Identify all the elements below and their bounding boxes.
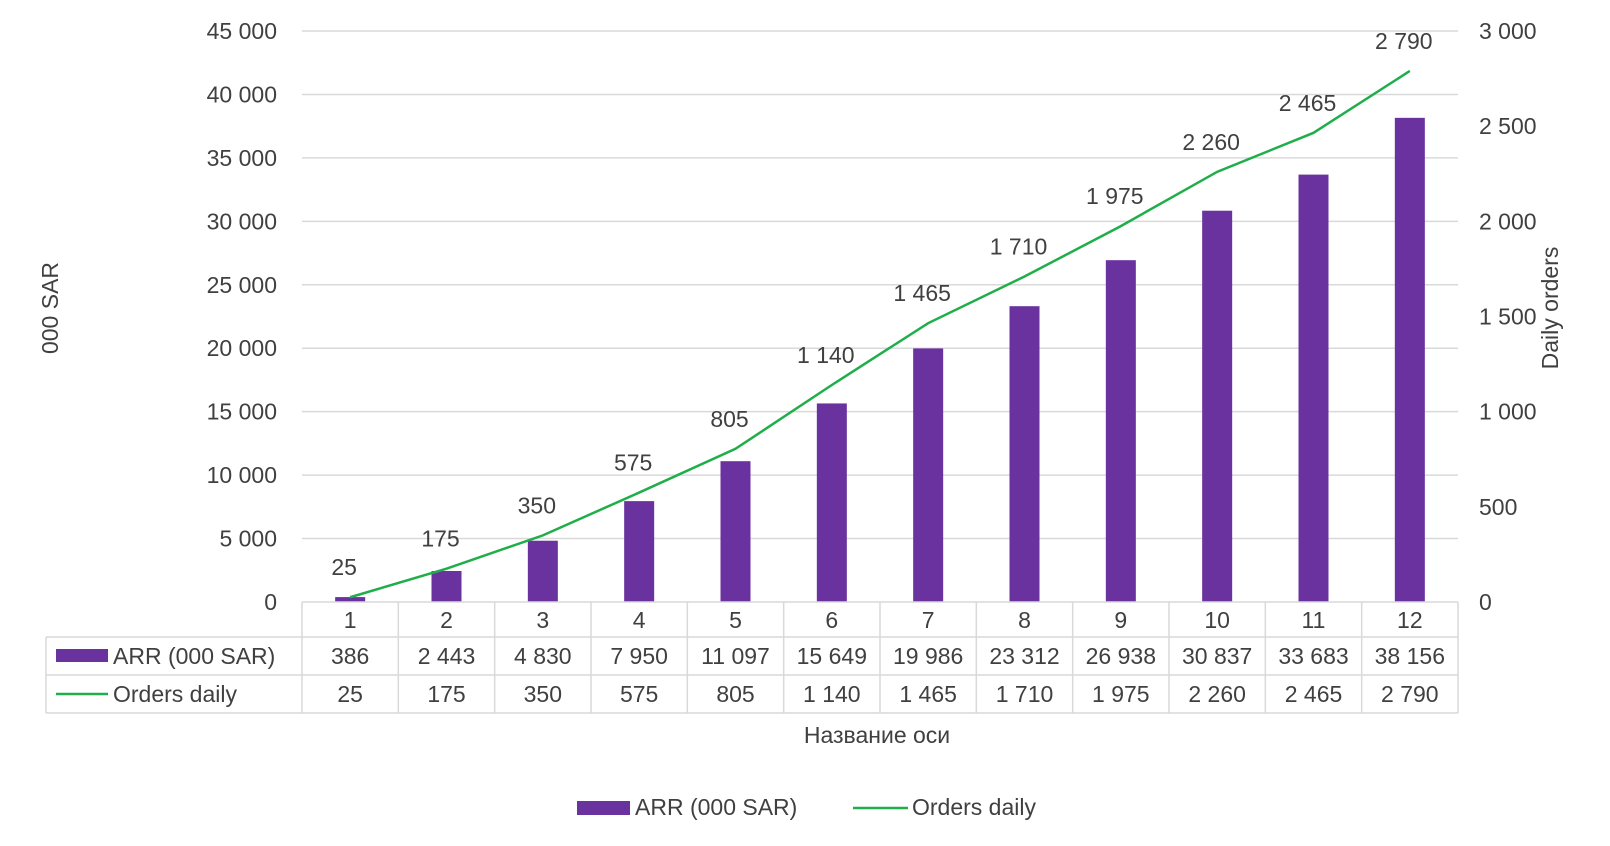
- data-label-orders: 1 975: [1086, 183, 1144, 209]
- x-tick-label: 7: [922, 607, 935, 633]
- y2-tick-label: 3 000: [1479, 18, 1537, 44]
- y-tick-label: 20 000: [207, 335, 277, 361]
- x-tick-label: 4: [633, 607, 646, 633]
- bar-arr: [624, 501, 654, 602]
- bar-arr: [1202, 211, 1232, 602]
- x-tick-label: 3: [536, 607, 549, 633]
- table-cell-orders: 1 975: [1092, 681, 1150, 707]
- x-tick-label: 10: [1204, 607, 1230, 633]
- bar-arr: [817, 403, 847, 602]
- table-cell-orders: 2 790: [1381, 681, 1439, 707]
- table-cell-orders: 2 465: [1285, 681, 1343, 707]
- table-cell-orders: 1 465: [899, 681, 957, 707]
- x-tick-label: 5: [729, 607, 742, 633]
- y-tick-label: 45 000: [207, 18, 277, 44]
- table-cell-orders: 350: [524, 681, 562, 707]
- y-tick-label: 25 000: [207, 272, 277, 298]
- x-tick-label: 6: [825, 607, 838, 633]
- y2-axis-title: Daily orders: [1537, 247, 1563, 370]
- data-label-orders: 2 790: [1375, 28, 1433, 54]
- table-cell-arr: 23 312: [989, 643, 1059, 669]
- legend-orders-label: Orders daily: [912, 794, 1036, 820]
- y-tick-label: 40 000: [207, 81, 277, 107]
- legend: ARR (000 SAR) Orders daily: [577, 794, 1036, 820]
- table-cell-arr: 386: [331, 643, 369, 669]
- table-cell-arr: 19 986: [893, 643, 963, 669]
- legend-bar-swatch: [577, 801, 630, 815]
- table-cell-orders: 2 260: [1188, 681, 1246, 707]
- y2-tick-label: 1 500: [1479, 304, 1537, 330]
- data-label-orders: 1 465: [893, 280, 951, 306]
- table-row-header-orders: Orders daily: [113, 681, 237, 707]
- data-label-orders: 2 260: [1182, 129, 1240, 155]
- table-cell-arr: 11 097: [701, 643, 770, 669]
- table-cell-arr: 33 683: [1278, 643, 1348, 669]
- orders-line: [350, 71, 1410, 597]
- axes: 0 5 000 10 000 15 000 20 000 25 000 30 000 35 0…: [207, 18, 1537, 615]
- orders-line-layer: [350, 71, 1410, 597]
- bar-arr: [913, 348, 943, 602]
- table-cell-arr: 38 156: [1375, 643, 1445, 669]
- data-label-orders: 175: [421, 526, 459, 552]
- table-cell-arr: 15 649: [797, 643, 867, 669]
- bar-arr: [432, 571, 462, 602]
- table-cell-orders: 175: [427, 681, 465, 707]
- y-axis-title: 000 SAR: [37, 262, 63, 354]
- y-tick-label: 10 000: [207, 462, 277, 488]
- data-label-orders: 25: [331, 554, 357, 580]
- data-label-orders: 2 465: [1279, 90, 1337, 116]
- table-cell-orders: 805: [716, 681, 754, 707]
- data-label-orders: 350: [518, 492, 556, 518]
- bar-arr: [1299, 175, 1329, 602]
- y-tick-label: 30 000: [207, 208, 277, 234]
- x-tick-label: 8: [1018, 607, 1031, 633]
- y2-tick-label: 0: [1479, 589, 1492, 615]
- table-cell-arr: 4 830: [514, 643, 572, 669]
- table-row-header-arr: ARR (000 SAR): [113, 643, 275, 669]
- bar-arr: [1395, 118, 1425, 602]
- table-key-bar: [56, 649, 108, 662]
- legend-arr-label: ARR (000 SAR): [635, 794, 797, 820]
- x-tick-label: 9: [1114, 607, 1127, 633]
- y-tick-label: 35 000: [207, 145, 277, 171]
- y2-tick-label: 2 000: [1479, 208, 1537, 234]
- table-cell-arr: 2 443: [418, 643, 476, 669]
- x-tick-label: 11: [1302, 607, 1326, 633]
- y-tick-label: 5 000: [219, 526, 277, 552]
- y-tick-label: 15 000: [207, 399, 277, 425]
- table-cell-orders: 25: [337, 681, 363, 707]
- y-tick-label: 0: [264, 589, 277, 615]
- x-tick-label: 2: [440, 607, 453, 633]
- bar-arr: [1010, 306, 1040, 602]
- x-tick-label: 1: [344, 607, 357, 633]
- x-axis-title: Название оси: [804, 722, 950, 748]
- table-cell-orders: 1 710: [996, 681, 1054, 707]
- y2-tick-label: 2 500: [1479, 113, 1537, 139]
- x-tick-label: 12: [1397, 607, 1423, 633]
- data-label-orders: 805: [710, 406, 748, 432]
- data-label-orders: 1 140: [797, 342, 855, 368]
- y2-tick-label: 500: [1479, 494, 1517, 520]
- data-labels: 25 175 350 575 805 1 140 1 465 1 710 1 975 2 260 2…: [331, 28, 1432, 580]
- table-cell-arr: 7 950: [610, 643, 668, 669]
- table-cell-orders: 575: [620, 681, 658, 707]
- data-label-orders: 1 710: [990, 234, 1048, 260]
- bar-arr: [1106, 260, 1136, 602]
- table-cell-orders: 1 140: [803, 681, 861, 707]
- y2-tick-label: 1 000: [1479, 399, 1537, 425]
- data-label-orders: 575: [614, 450, 652, 476]
- arr-bars: [335, 118, 1425, 602]
- table-cell-arr: 30 837: [1182, 643, 1252, 669]
- table-cell-arr: 26 938: [1086, 643, 1156, 669]
- bar-arr: [528, 541, 558, 602]
- bar-arr: [721, 461, 751, 602]
